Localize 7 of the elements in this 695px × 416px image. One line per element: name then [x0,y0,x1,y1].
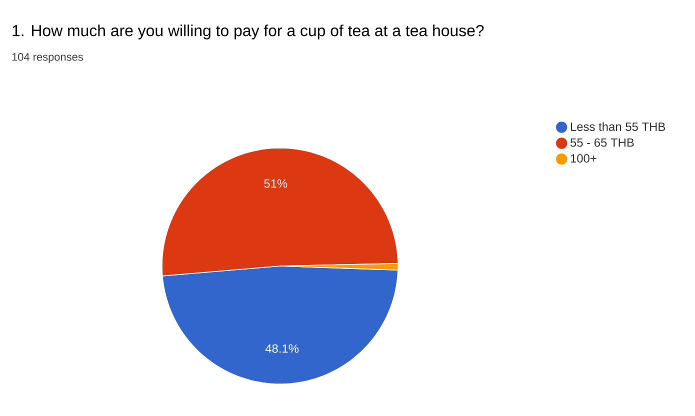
legend-label: 100+ [570,154,596,163]
text: 104 responses [12,53,83,63]
chart-title: 1. How much are you willing to pay for a cup of tea at a tea house? [12,24,484,40]
legend-label: Less than 55 THB [570,122,666,131]
legend-label: 55 - 65 THB [570,138,634,147]
data-label: 51% [264,179,288,188]
data-label: 48.1% [265,344,299,353]
